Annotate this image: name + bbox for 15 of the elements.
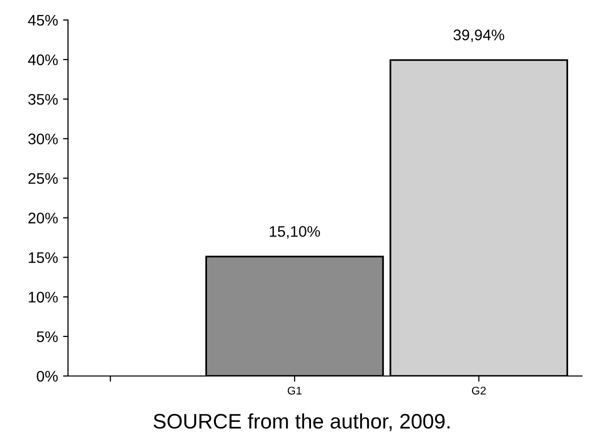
y-tick-label: 25%: [28, 173, 58, 184]
x-tick-label: G2: [472, 386, 486, 395]
y-tick-label: 45%: [28, 14, 58, 26]
x-tick-label: G1: [288, 386, 302, 395]
y-tick-label: 40%: [28, 54, 58, 66]
y-tick-label: 10%: [28, 292, 58, 303]
data-label: 15,10%: [270, 226, 320, 239]
y-tick-label: 0%: [36, 370, 58, 382]
y-tick-label: 35%: [28, 94, 58, 105]
y-tick-label: 15%: [28, 252, 58, 264]
source-note: SOURCE from the author, 2009.: [154, 413, 450, 432]
y-tick-label: 20%: [28, 212, 58, 224]
y-tick-label: 5%: [36, 331, 58, 342]
y-tick-label: 30%: [28, 134, 58, 144]
data-label: 39,94%: [454, 30, 504, 42]
